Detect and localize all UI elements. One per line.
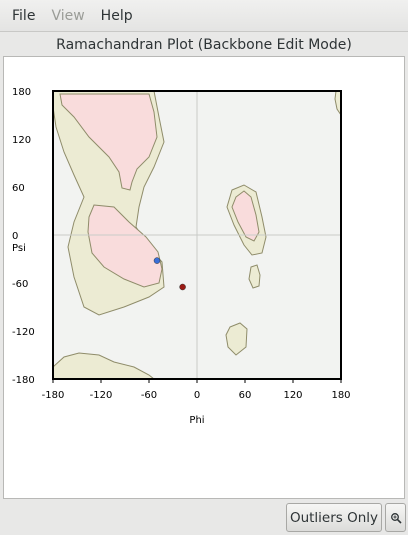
allowed-region-small-1 xyxy=(248,264,261,289)
zoom-icon xyxy=(390,512,402,524)
plot-panel[interactable]: -180 -120 -60 0 60 120 180 180 120 60 0 … xyxy=(3,56,405,499)
y-tick-label: -120 xyxy=(12,327,35,338)
favored-regions xyxy=(59,93,260,288)
favored-region-left-alpha xyxy=(231,190,260,242)
x-tick-label: 120 xyxy=(283,390,302,401)
menu-view[interactable]: View xyxy=(51,7,85,24)
y-tick-label: 120 xyxy=(12,135,31,146)
x-tick-label: 60 xyxy=(239,390,252,401)
zoom-button[interactable] xyxy=(385,503,406,532)
outliers-only-button[interactable]: Outliers Only xyxy=(286,503,382,532)
x-tick-label: -180 xyxy=(42,390,65,401)
ramachandran-plot[interactable]: -180 -120 -60 0 60 120 180 180 120 60 0 … xyxy=(4,57,404,498)
y-tick-label: -180 xyxy=(12,375,35,386)
menu-help[interactable]: Help xyxy=(100,7,133,24)
window-title: Ramachandran Plot (Backbone Edit Mode) xyxy=(56,37,352,53)
residue-points[interactable] xyxy=(153,257,186,291)
x-axis-title: Phi xyxy=(189,415,204,426)
y-axis-title: Psi xyxy=(12,243,26,254)
residue-point[interactable] xyxy=(153,257,161,264)
favored-region-beta xyxy=(59,93,158,191)
y-tick-label: 60 xyxy=(12,183,25,194)
bottom-toolbar: Outliers Only xyxy=(0,500,408,535)
menubar: File View Help xyxy=(0,0,408,32)
y-tick-label: 180 xyxy=(12,87,31,98)
x-tick-label: -60 xyxy=(141,390,157,401)
menu-file[interactable]: File xyxy=(12,7,36,24)
y-tick-label: -60 xyxy=(12,279,28,290)
x-tick-label: 180 xyxy=(331,390,350,401)
residue-point[interactable] xyxy=(179,283,186,291)
allowed-region-small-2 xyxy=(225,322,248,356)
x-tick-label: -120 xyxy=(90,390,113,401)
x-tick-label: 0 xyxy=(194,390,200,401)
y-tick-label: 0 xyxy=(12,231,18,242)
